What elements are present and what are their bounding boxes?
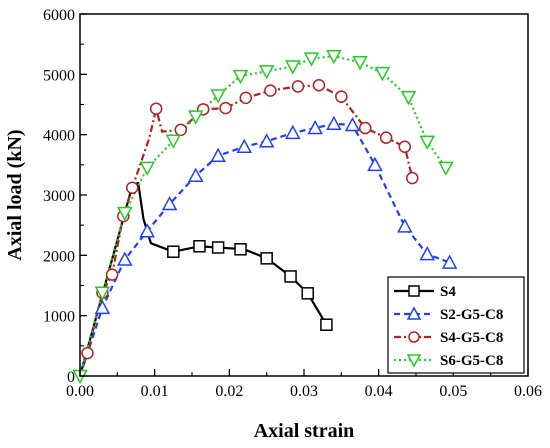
triangle-up-marker	[187, 167, 204, 182]
y-tick-label: 6000	[43, 7, 75, 24]
triangle-down-marker	[210, 89, 226, 104]
y-tick-label: 5000	[43, 67, 75, 84]
x-tick-label: 0.00	[66, 383, 94, 400]
triangle-up-marker	[307, 119, 323, 135]
square-marker	[320, 318, 333, 331]
x-tick-label: 0.05	[439, 383, 467, 400]
x-tick-label: 0.02	[215, 383, 243, 400]
square-marker	[193, 240, 206, 253]
circle-marker	[358, 121, 372, 135]
x-tick-label: 0.06	[514, 383, 542, 400]
triangle-up-marker	[326, 115, 342, 131]
legend-label: S4	[440, 284, 456, 300]
circle-marker	[398, 140, 412, 153]
y-tick-label: 3000	[43, 188, 75, 205]
circle-marker	[149, 102, 163, 115]
triangle-down-marker	[326, 49, 342, 65]
circle-marker	[312, 78, 326, 92]
triangle-up-marker	[406, 306, 422, 320]
triangle-up-marker	[285, 124, 301, 140]
legend-label: S6-G5-C8	[440, 353, 503, 369]
triangle-down-marker	[352, 56, 368, 71]
circle-marker	[81, 346, 94, 360]
y-tick-label: 0	[67, 369, 75, 386]
legend: S4 S2-G5-C8 S4-G5-C8 S6-G5-C8	[387, 276, 525, 374]
triangle-down-marker	[94, 286, 111, 301]
triangle-down-marker	[419, 135, 435, 150]
x-tick-label: 0.03	[290, 383, 318, 400]
y-tick-label: 1000	[43, 309, 75, 326]
triangle-down-marker	[374, 66, 391, 82]
circle-marker	[126, 181, 139, 195]
triangle-down-marker	[438, 161, 454, 176]
legend-label: S2-G5-C8	[440, 307, 503, 323]
triangle-down-marker	[406, 354, 422, 368]
square-marker	[234, 243, 247, 256]
triangle-down-marker	[400, 91, 417, 106]
triangle-down-marker	[139, 161, 155, 176]
y-tick-label: 4000	[43, 128, 75, 145]
circle-marker	[291, 80, 305, 93]
circle-marker	[379, 131, 393, 144]
circle-marker	[335, 90, 348, 103]
square-marker	[301, 287, 314, 300]
triangle-up-marker	[236, 138, 253, 153]
circle-marker	[408, 331, 420, 343]
y-tick-label: 2000	[43, 248, 75, 265]
x-tick-label: 0.01	[141, 383, 169, 400]
triangle-up-marker	[94, 299, 111, 315]
triangle-up-marker	[344, 116, 361, 132]
y-axis-title: Axial load (kN)	[4, 129, 26, 260]
triangle-up-marker	[397, 218, 413, 233]
triangle-down-marker	[303, 52, 320, 67]
triangle-down-marker	[285, 60, 301, 75]
circle-marker	[105, 268, 119, 281]
square-marker	[211, 241, 225, 254]
square-marker	[284, 270, 297, 283]
circle-marker	[239, 91, 253, 105]
triangle-up-marker	[367, 156, 383, 172]
ticks-layer: 0.00 0.01 0.02 0.03 0.04 0.05 0.06 0 1000 2000 300…	[43, 7, 542, 400]
triangle-down-marker	[117, 206, 133, 222]
x-tick-label: 0.04	[365, 383, 393, 400]
square-marker	[260, 252, 273, 265]
square-marker	[408, 285, 420, 297]
x-axis-title: Axial strain	[254, 420, 355, 442]
triangle-up-marker	[258, 133, 275, 148]
triangle-up-marker	[139, 223, 155, 238]
triangle-up-marker	[441, 254, 458, 269]
circle-marker	[174, 123, 188, 137]
triangle-down-marker	[165, 134, 182, 149]
triangle-down-marker	[232, 69, 249, 85]
circle-marker	[219, 101, 232, 115]
markers-layer	[72, 49, 458, 385]
triangle-up-marker	[419, 246, 435, 261]
triangle-up-marker	[161, 195, 178, 211]
square-marker	[167, 245, 180, 258]
circle-marker	[406, 171, 419, 185]
circle-marker	[264, 84, 277, 97]
triangle-down-marker	[187, 110, 204, 125]
triangle-up-marker	[117, 251, 133, 266]
triangle-up-marker	[210, 147, 226, 163]
triangle-down-marker	[258, 65, 275, 80]
legend-label: S4-G5-C8	[440, 330, 503, 346]
